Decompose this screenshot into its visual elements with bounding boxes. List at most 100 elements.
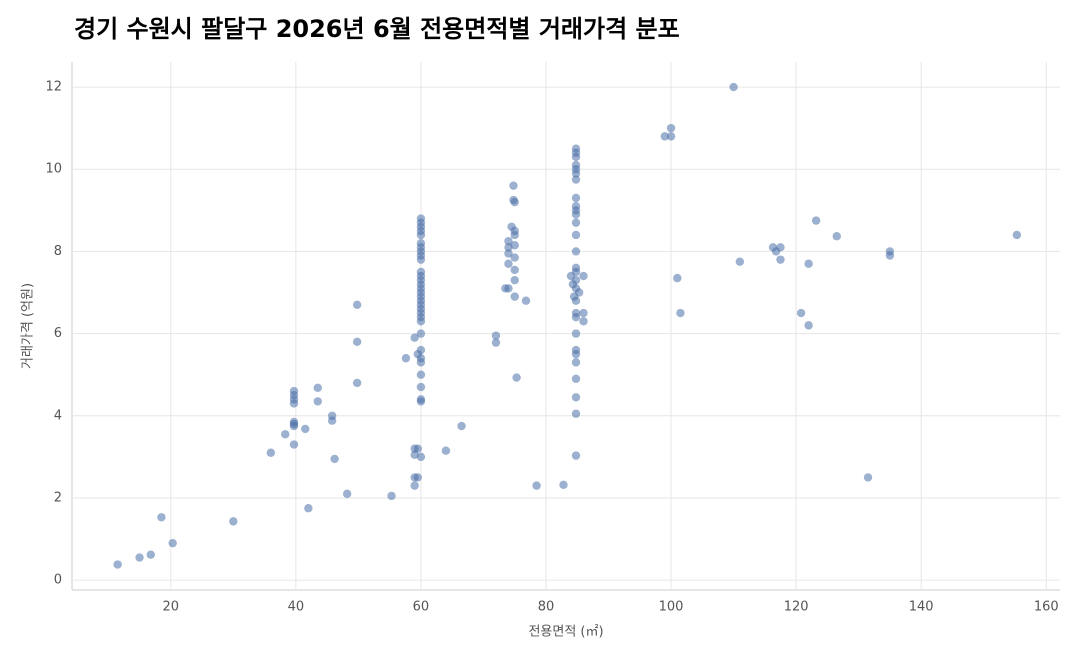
point: [811, 216, 821, 225]
point: [401, 354, 411, 363]
point: [416, 255, 426, 264]
point: [510, 265, 519, 275]
y-tick-label: 8: [54, 244, 62, 259]
point: [504, 236, 513, 246]
point: [571, 349, 581, 359]
point: [416, 329, 426, 338]
y-tick-label: 12: [45, 80, 62, 95]
point: [571, 218, 581, 227]
point: [387, 491, 396, 501]
point: [729, 82, 738, 92]
point: [579, 317, 588, 326]
point: [509, 181, 518, 190]
point: [413, 444, 422, 453]
point: [416, 397, 426, 406]
point: [571, 374, 581, 383]
point: [571, 169, 581, 178]
point: [571, 230, 581, 240]
x-tick-label: 40: [288, 600, 305, 615]
point: [413, 473, 422, 482]
point: [676, 308, 685, 318]
point: [832, 232, 841, 241]
point: [735, 257, 745, 266]
point: [571, 275, 581, 285]
point: [579, 308, 588, 318]
point: [776, 243, 785, 252]
point: [804, 259, 813, 268]
point: [510, 197, 519, 207]
point: [666, 123, 676, 133]
point: [571, 193, 581, 203]
point: [571, 451, 581, 460]
point: [559, 480, 568, 490]
point: [504, 249, 513, 258]
point: [885, 251, 895, 260]
point: [521, 296, 531, 305]
point: [579, 271, 588, 281]
point: [304, 504, 313, 513]
point: [352, 300, 362, 310]
point: [491, 338, 501, 347]
chart-title: 경기 수원시 팔달구 2026년 6월 전용면적별 거래가격 분포: [74, 15, 680, 43]
point: [510, 230, 519, 240]
point: [410, 481, 419, 490]
x-tick-label: 60: [413, 600, 430, 615]
point: [796, 308, 806, 318]
y-tick-label: 6: [54, 326, 62, 341]
point: [289, 399, 299, 408]
point: [571, 409, 581, 418]
point: [1012, 230, 1022, 240]
point: [804, 321, 813, 330]
point: [416, 452, 426, 462]
point: [352, 337, 362, 347]
point: [660, 132, 669, 141]
point: [157, 513, 166, 522]
point: [352, 378, 362, 388]
y-tick-label: 2: [54, 490, 62, 505]
point: [313, 397, 322, 406]
point: [510, 253, 519, 262]
point: [416, 345, 426, 355]
point: [571, 358, 581, 367]
point: [416, 370, 426, 379]
y-tick-label: 4: [54, 408, 62, 423]
point: [441, 446, 451, 455]
x-tick-label: 100: [659, 600, 684, 615]
point: [416, 230, 426, 240]
y-tick-label: 0: [54, 573, 62, 588]
point: [410, 333, 419, 342]
point: [135, 553, 144, 562]
point: [571, 296, 581, 305]
point: [512, 373, 521, 382]
point: [504, 259, 513, 268]
point: [666, 132, 676, 141]
point: [289, 440, 299, 449]
point: [281, 430, 290, 439]
point: [342, 489, 352, 499]
point: [510, 292, 519, 301]
point: [571, 312, 581, 322]
point: [416, 382, 426, 392]
point: [266, 448, 276, 457]
point: [416, 358, 426, 367]
point: [571, 210, 581, 219]
point: [457, 421, 466, 431]
point: [571, 393, 581, 402]
point: [574, 288, 584, 297]
point: [327, 416, 337, 425]
point: [146, 550, 155, 559]
point: [571, 152, 581, 162]
point: [510, 275, 519, 285]
point: [673, 273, 682, 283]
point: [301, 424, 310, 434]
point: [289, 419, 299, 429]
x-tick-label: 80: [538, 600, 555, 615]
point: [504, 284, 513, 293]
point: [330, 454, 339, 464]
x-tick-label: 120: [784, 600, 809, 615]
point: [113, 560, 122, 569]
y-tick-label: 10: [45, 162, 62, 177]
point: [313, 383, 322, 393]
x-tick-label: 20: [163, 600, 180, 615]
